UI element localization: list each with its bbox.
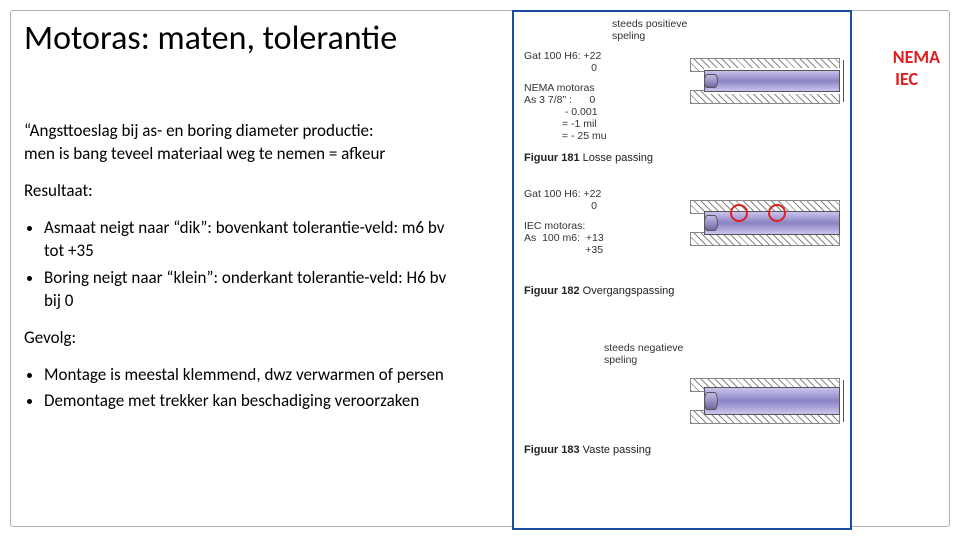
fig181-section: steeds positieve speling Gat 100 H6: +22… — [524, 18, 840, 168]
result-item-2: Boring neigt naar “klein”: onderkant tol… — [44, 267, 464, 313]
fig183-speling: steeds negatieve speling — [604, 342, 683, 366]
fig181-caption-num: Figuur 181 — [524, 152, 580, 164]
slide-title: Motoras: maten, tolerantie — [24, 18, 397, 59]
gevolg-item-2: Demontage met trekker kan beschadiging v… — [44, 390, 464, 413]
fig183-caption-num: Figuur 183 — [524, 444, 580, 456]
fig182-caption-num: Figuur 182 — [524, 285, 580, 297]
intro-line-2: men is bang teveel materiaal weg te neme… — [24, 143, 385, 164]
fig182-iec-as: IEC motoras: As 100 m6: +13 +35 — [524, 220, 604, 256]
fig182-shaft-end — [704, 215, 718, 230]
fig182-section: Gat 100 H6: +22 0 IEC motoras: As 100 m6… — [524, 188, 840, 318]
fig181-shaft — [704, 70, 840, 92]
fig181-caption: Figuur 181 Losse passing — [524, 152, 653, 164]
fig183-section: steeds negatieve speling Figuur 183 Vast… — [524, 342, 840, 472]
fig183-brace — [837, 380, 844, 422]
result-item-1: Asmaat neigt naar “dik”: bovenkant toler… — [44, 217, 464, 263]
fig181-nema-as: NEMA motoras As 3 7/8” : 0 - 0.001 = -1 … — [524, 82, 607, 142]
slide-body: “Angsttoeslag bij as- en boring diameter… — [24, 120, 464, 427]
fig183-caption-text: Vaste passing — [580, 444, 651, 456]
fig182-mark-2 — [768, 204, 786, 222]
fig181-shaft-end — [704, 74, 718, 88]
figure-panel-border: steeds positieve speling Gat 100 H6: +22… — [512, 10, 852, 530]
stamp-iec: IEC — [895, 68, 918, 90]
fig183-shaft — [704, 387, 840, 415]
figure-panel: steeds positieve speling Gat 100 H6: +22… — [512, 10, 952, 530]
gevolg-item-1: Montage is meestal klemmend, dwz verwarm… — [44, 364, 464, 387]
fig182-mark-1 — [730, 204, 748, 222]
result-header: Resultaat: — [24, 180, 464, 203]
fig183-caption: Figuur 183 Vaste passing — [524, 444, 651, 456]
stamp-nema: NEMA — [893, 46, 940, 68]
intro-line-1: “Angsttoeslag bij as- en boring diameter… — [24, 120, 374, 141]
result-list: Asmaat neigt naar “dik”: bovenkant toler… — [24, 217, 464, 313]
fig181-brace — [837, 60, 844, 102]
fig182-diagram — [690, 200, 840, 246]
fig181-diagram — [690, 58, 840, 104]
fig181-caption-text: Losse passing — [580, 152, 653, 164]
gevolg-list: Montage is meestal klemmend, dwz verwarm… — [24, 364, 464, 414]
fig181-speling: steeds positieve speling — [612, 18, 687, 42]
intro-paragraph: “Angsttoeslag bij as- en boring diameter… — [24, 120, 464, 166]
fig183-shaft-end — [704, 392, 718, 410]
fig181-gat: Gat 100 H6: +22 0 — [524, 50, 601, 74]
gevolg-header: Gevolg: — [24, 327, 464, 350]
fig182-gat: Gat 100 H6: +22 0 — [524, 188, 601, 212]
fig182-caption: Figuur 182 Overgangspassing — [524, 285, 674, 297]
fig183-diagram — [690, 378, 840, 424]
fig182-caption-text: Overgangspassing — [580, 285, 675, 297]
